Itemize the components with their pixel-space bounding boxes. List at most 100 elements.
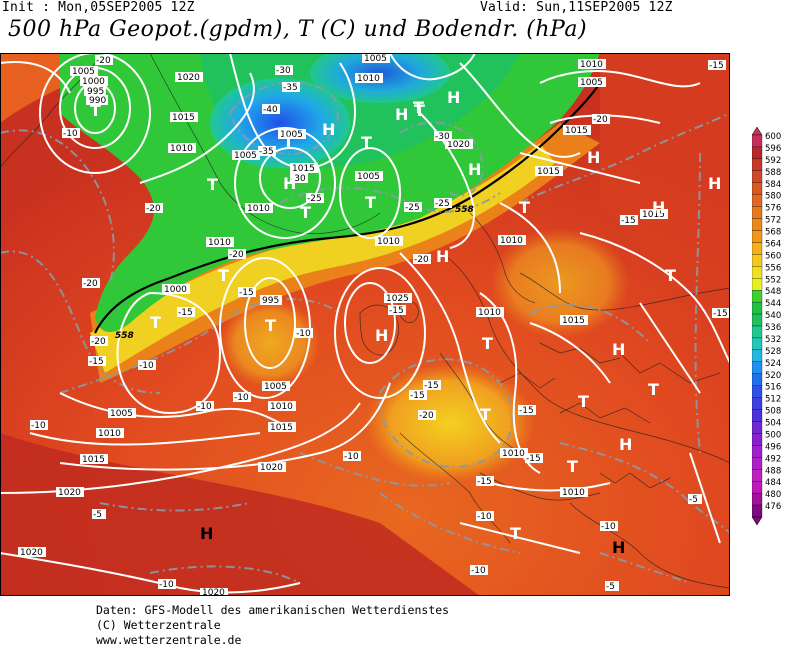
pressure-label: 1010 xyxy=(375,236,403,247)
legend-value: 576 xyxy=(765,204,781,214)
legend-swatch xyxy=(752,158,763,171)
legend-swatch xyxy=(752,445,763,458)
pressure-label: 1015 xyxy=(170,112,198,123)
legend-swatch xyxy=(752,397,763,410)
temperature-label: -20 xyxy=(413,254,431,265)
high-center: H xyxy=(395,105,408,124)
svg-text:-25: -25 xyxy=(435,199,450,209)
svg-text:1010: 1010 xyxy=(502,449,525,459)
high-center: H xyxy=(200,524,213,543)
high-center: H xyxy=(612,340,625,359)
high-center: H xyxy=(447,88,460,107)
temperature-label: -20 xyxy=(228,249,246,260)
pressure-label: 1010 xyxy=(355,73,383,84)
legend-value: 544 xyxy=(765,299,781,309)
svg-text:1020: 1020 xyxy=(20,548,43,558)
svg-text:1010: 1010 xyxy=(247,204,270,214)
credit-url[interactable]: www.wetterzentrale.de xyxy=(96,633,242,647)
svg-text:-20: -20 xyxy=(229,250,244,260)
low-center: T xyxy=(365,193,376,212)
pressure-label: 1000 xyxy=(80,76,108,87)
low-center: T xyxy=(150,313,161,332)
legend-swatch xyxy=(752,230,763,243)
temperature-label: -5 xyxy=(688,494,702,505)
legend-swatch xyxy=(752,254,763,267)
svg-text:-10: -10 xyxy=(63,129,78,139)
legend-value: 560 xyxy=(765,251,781,261)
pressure-label: 1005 xyxy=(278,129,306,140)
temperature-label: -15 xyxy=(423,380,441,391)
svg-text:-25: -25 xyxy=(405,203,420,213)
legend-value: 580 xyxy=(765,192,781,202)
high-center: H xyxy=(468,160,481,179)
temperature-label: -15 xyxy=(712,308,730,319)
svg-text:-10: -10 xyxy=(234,393,249,403)
svg-text:1020: 1020 xyxy=(447,140,470,150)
temperature-label: -10 xyxy=(62,128,80,139)
svg-text:990: 990 xyxy=(89,96,106,106)
low-center: T xyxy=(567,457,578,476)
temperature-label: -35 xyxy=(282,82,300,93)
pressure-label: 1015 xyxy=(560,315,588,326)
temperature-label: -10 xyxy=(138,360,156,371)
low-center: T xyxy=(90,101,101,120)
svg-text:-15: -15 xyxy=(89,357,104,367)
legend-value: 600 xyxy=(765,132,781,142)
temperature-label: -15 xyxy=(525,453,543,464)
svg-text:1015: 1015 xyxy=(537,167,560,177)
svg-text:-15: -15 xyxy=(389,306,404,316)
temperature-label: -20 xyxy=(145,203,163,214)
pressure-label: 1010 xyxy=(578,59,606,70)
pressure-label: 1010 xyxy=(476,307,504,318)
legend-value: 520 xyxy=(765,371,781,381)
pressure-label: 1010 xyxy=(206,237,234,248)
legend-value: 492 xyxy=(765,454,781,464)
svg-text:-10: -10 xyxy=(31,421,46,431)
warm-core xyxy=(365,363,535,483)
temperature-label: -10 xyxy=(295,328,313,339)
legend-swatch xyxy=(752,421,763,434)
low-center: T xyxy=(578,392,589,411)
svg-text:-35: -35 xyxy=(283,83,298,93)
svg-text:995: 995 xyxy=(262,296,279,306)
temperature-label-group: -20 -10 -20 -30 -35 -40 -35 -30 -25 -30 … xyxy=(30,55,730,592)
legend-value: 488 xyxy=(765,466,781,476)
temperature-label: -5 xyxy=(605,581,619,592)
legend-swatch xyxy=(752,409,763,422)
legend-swatch xyxy=(752,182,763,195)
temperature-label: -30 xyxy=(290,173,308,184)
svg-text:1005: 1005 xyxy=(72,67,95,77)
high-center: H xyxy=(652,198,665,217)
pressure-label: 1020 xyxy=(200,588,228,596)
legend-value: 552 xyxy=(765,275,781,285)
pressure-label: 1020 xyxy=(56,487,84,498)
svg-text:1005: 1005 xyxy=(234,151,257,161)
pressure-label: 1010 xyxy=(245,203,273,214)
temperature-label: -10 xyxy=(470,565,488,576)
pressure-label: 1005 xyxy=(70,66,98,77)
high-center: H xyxy=(375,326,388,345)
low-center: T xyxy=(218,266,229,285)
legend-swatch xyxy=(752,170,763,183)
svg-text:-35: -35 xyxy=(259,147,274,157)
temperature-label: -15 xyxy=(476,476,494,487)
legend-value: 584 xyxy=(765,180,781,190)
low-center: T xyxy=(510,524,521,543)
svg-text:-15: -15 xyxy=(709,61,724,71)
high-center: H xyxy=(587,148,600,167)
pressure-label: 995 xyxy=(84,86,106,97)
svg-text:-15: -15 xyxy=(621,216,636,226)
svg-text:-20: -20 xyxy=(414,255,429,265)
temperature-label: -20 xyxy=(95,55,113,66)
high-center: H xyxy=(283,174,296,193)
legend-value: 592 xyxy=(765,156,781,166)
temperature-label: -10 xyxy=(600,521,618,532)
low-center: T xyxy=(414,101,425,120)
low-center: T xyxy=(283,133,294,152)
legend-value: 532 xyxy=(765,335,781,345)
temperature-label: -30 xyxy=(275,65,293,76)
legend-value: 504 xyxy=(765,419,781,429)
high-center: H xyxy=(619,435,632,454)
svg-text:-20: -20 xyxy=(83,279,98,289)
